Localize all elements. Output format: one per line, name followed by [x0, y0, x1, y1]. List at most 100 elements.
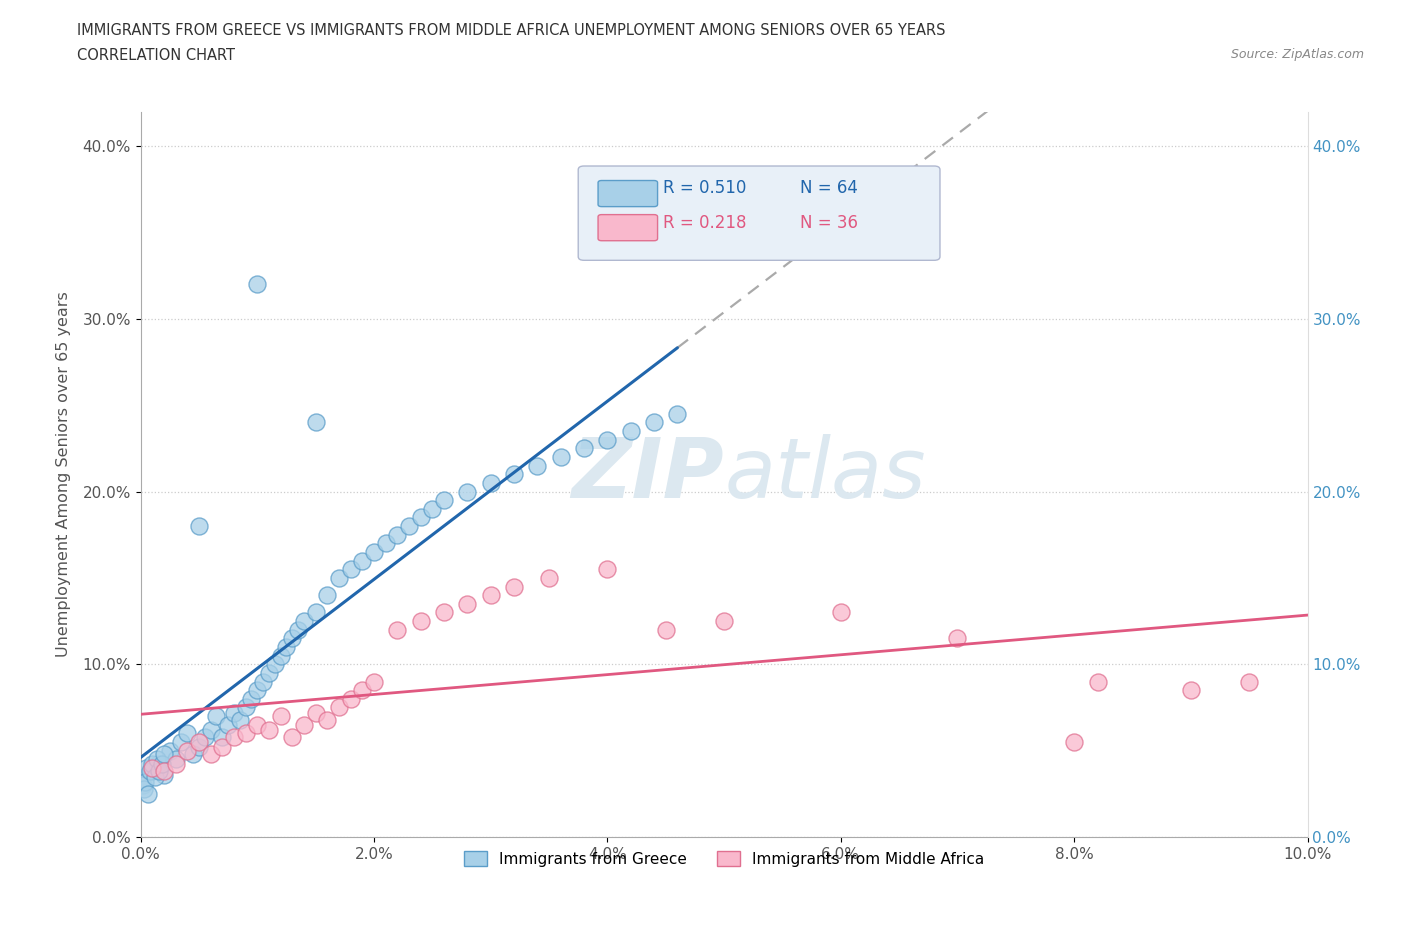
- Text: N = 64: N = 64: [800, 179, 858, 197]
- Point: [211, 739, 233, 754]
- Point: [229, 712, 252, 727]
- Point: [655, 622, 678, 637]
- Point: [596, 432, 619, 447]
- Point: [479, 475, 502, 490]
- Point: [270, 648, 292, 663]
- Point: [141, 761, 163, 776]
- Point: [240, 691, 263, 706]
- Point: [339, 691, 361, 706]
- Point: [153, 764, 176, 778]
- Point: [135, 761, 157, 776]
- Point: [387, 527, 409, 542]
- Point: [165, 751, 187, 766]
- Point: [503, 467, 526, 482]
- Point: [252, 674, 274, 689]
- Point: [422, 501, 444, 516]
- Point: [946, 631, 969, 645]
- Point: [316, 712, 339, 727]
- Point: [1180, 683, 1202, 698]
- Point: [433, 493, 456, 508]
- Point: [235, 726, 257, 741]
- Point: [339, 562, 361, 577]
- Point: [153, 747, 176, 762]
- Point: [139, 764, 162, 778]
- Point: [143, 769, 166, 784]
- Point: [363, 674, 385, 689]
- Point: [176, 743, 198, 758]
- Text: R = 0.510: R = 0.510: [664, 179, 747, 197]
- Point: [1239, 674, 1261, 689]
- Text: atlas: atlas: [724, 433, 925, 515]
- Point: [141, 757, 163, 772]
- Point: [136, 787, 159, 802]
- Point: [713, 614, 735, 629]
- Point: [200, 747, 222, 762]
- Point: [479, 588, 502, 603]
- Point: [211, 729, 233, 744]
- Point: [165, 757, 187, 772]
- Text: Source: ZipAtlas.com: Source: ZipAtlas.com: [1230, 48, 1364, 61]
- Point: [146, 757, 169, 772]
- Point: [222, 705, 245, 720]
- Point: [246, 683, 269, 698]
- Point: [572, 441, 595, 456]
- Point: [132, 781, 155, 796]
- Point: [620, 424, 643, 439]
- FancyBboxPatch shape: [598, 215, 658, 241]
- Point: [526, 458, 548, 473]
- Point: [134, 775, 156, 790]
- Point: [257, 666, 280, 681]
- FancyBboxPatch shape: [578, 166, 941, 260]
- Point: [276, 640, 298, 655]
- Point: [456, 485, 478, 499]
- Point: [181, 747, 204, 762]
- Point: [281, 631, 304, 645]
- Point: [398, 519, 420, 534]
- Point: [188, 519, 211, 534]
- Point: [148, 764, 170, 778]
- Point: [596, 562, 619, 577]
- Point: [538, 570, 561, 585]
- Point: [433, 605, 456, 620]
- Text: ZIP: ZIP: [571, 433, 724, 515]
- Point: [170, 735, 193, 750]
- Point: [374, 536, 396, 551]
- Point: [246, 277, 269, 292]
- Point: [328, 570, 350, 585]
- Point: [222, 729, 245, 744]
- Point: [387, 622, 409, 637]
- Point: [1087, 674, 1109, 689]
- Point: [409, 614, 432, 629]
- Point: [141, 764, 163, 778]
- Text: R = 0.218: R = 0.218: [664, 214, 747, 232]
- Point: [328, 700, 350, 715]
- Point: [153, 767, 176, 782]
- Point: [363, 545, 385, 560]
- Point: [150, 757, 173, 772]
- Point: [305, 415, 328, 430]
- Point: [146, 751, 169, 766]
- Text: IMMIGRANTS FROM GREECE VS IMMIGRANTS FROM MIDDLE AFRICA UNEMPLOYMENT AMONG SENIO: IMMIGRANTS FROM GREECE VS IMMIGRANTS FRO…: [77, 23, 946, 38]
- Point: [188, 739, 211, 754]
- Point: [257, 723, 280, 737]
- Point: [305, 705, 328, 720]
- Point: [409, 510, 432, 525]
- Point: [235, 700, 257, 715]
- FancyBboxPatch shape: [598, 180, 658, 206]
- Point: [270, 709, 292, 724]
- Point: [456, 596, 478, 611]
- Point: [176, 726, 198, 741]
- Point: [281, 729, 304, 744]
- Point: [205, 709, 228, 724]
- Legend: Immigrants from Greece, Immigrants from Middle Africa: Immigrants from Greece, Immigrants from …: [457, 844, 991, 873]
- Point: [132, 777, 155, 792]
- Point: [188, 735, 211, 750]
- Point: [666, 406, 689, 421]
- Point: [316, 588, 339, 603]
- Point: [352, 553, 374, 568]
- Point: [352, 683, 374, 698]
- Text: N = 36: N = 36: [800, 214, 858, 232]
- Text: CORRELATION CHART: CORRELATION CHART: [77, 48, 235, 63]
- Point: [246, 717, 269, 732]
- Point: [550, 449, 572, 464]
